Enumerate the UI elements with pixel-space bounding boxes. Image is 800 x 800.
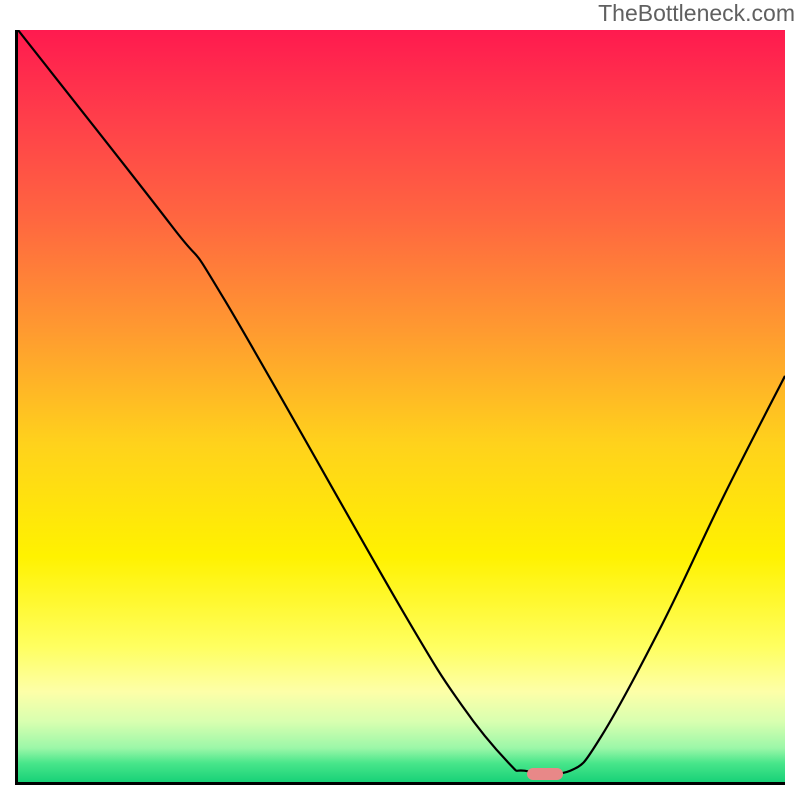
optimal-marker (527, 768, 563, 780)
watermark-text: TheBottleneck.com (598, 0, 795, 27)
bottleneck-curve (18, 30, 785, 782)
bottleneck-chart (15, 30, 785, 785)
